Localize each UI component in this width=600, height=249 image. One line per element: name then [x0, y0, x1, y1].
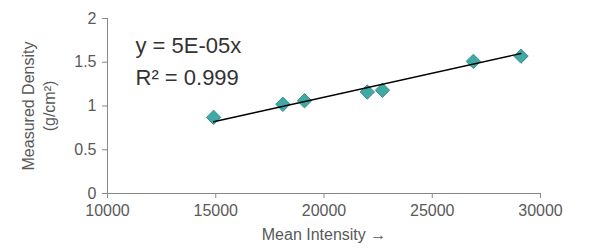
svg-text:Mean Intensity →: Mean Intensity →	[262, 226, 387, 243]
svg-text:y = 5E-05x: y = 5E-05x	[136, 33, 242, 58]
svg-text:10000: 10000	[85, 202, 130, 219]
svg-text:30000: 30000	[518, 202, 563, 219]
svg-text:0: 0	[88, 185, 97, 202]
svg-text:2: 2	[88, 10, 97, 27]
svg-text:20000: 20000	[302, 202, 347, 219]
svg-text:1.5: 1.5	[74, 53, 96, 70]
svg-text:R² = 0.999: R² = 0.999	[136, 65, 239, 90]
svg-text:15000: 15000	[194, 202, 239, 219]
svg-text:Measured Density(g/cm²): Measured Density(g/cm²)	[20, 42, 58, 171]
svg-text:25000: 25000	[410, 202, 455, 219]
svg-text:0.5: 0.5	[74, 141, 96, 158]
svg-text:1: 1	[88, 97, 97, 114]
